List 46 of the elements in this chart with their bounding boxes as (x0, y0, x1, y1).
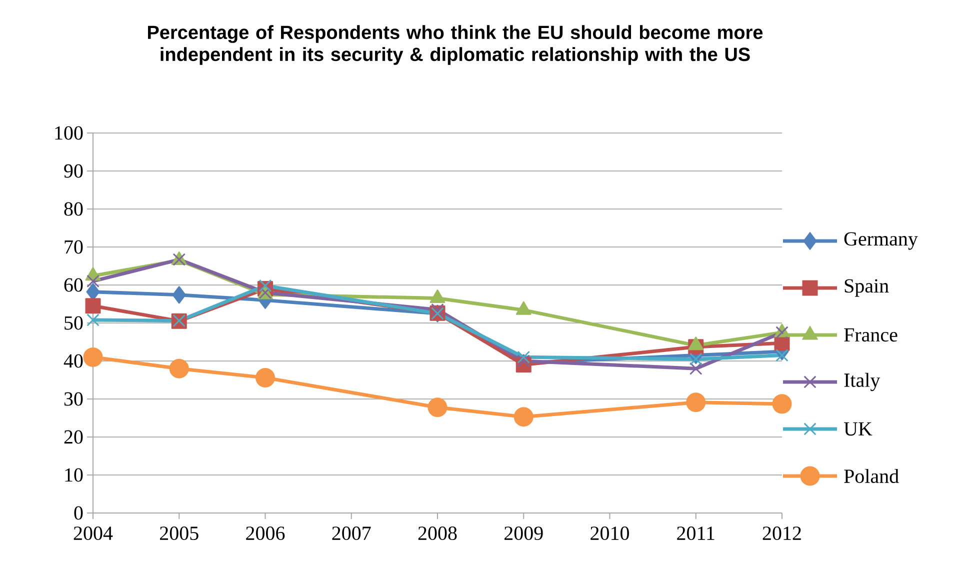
legend-label: France (844, 328, 898, 342)
point (169, 358, 189, 378)
y-tick-label: 40 (64, 354, 83, 368)
y-tick-label: 60 (64, 278, 83, 292)
x-tick-label: 2005 (160, 526, 198, 540)
point (689, 362, 702, 375)
y-tick-label: 90 (64, 164, 83, 178)
x-tick-label: 2010 (590, 526, 629, 540)
point (776, 348, 788, 362)
point (86, 314, 100, 326)
y-tick-label: 100 (55, 126, 83, 140)
point (86, 274, 100, 288)
y-tick-label: 30 (64, 392, 83, 406)
point (776, 326, 788, 339)
point (517, 354, 530, 368)
point (428, 398, 448, 418)
x-tick-label: 2011 (677, 526, 714, 540)
x-tick-label: 2008 (418, 526, 457, 540)
point (689, 352, 702, 366)
y-tick-label: 20 (64, 430, 83, 444)
point (772, 394, 792, 414)
point (83, 347, 103, 367)
legend-label: UK (844, 422, 872, 436)
point (85, 298, 101, 314)
y-tick-label: 10 (65, 468, 83, 482)
x-tick-label: 2009 (504, 526, 543, 540)
legend-label: Germany (844, 232, 918, 250)
legend-label: Italy (844, 372, 880, 392)
point (172, 286, 186, 304)
y-tick-label: 50 (64, 316, 83, 330)
point (514, 407, 534, 427)
y-tick-label: 70 (64, 240, 83, 254)
legend-label: Poland (844, 468, 899, 484)
point (686, 392, 706, 412)
point (431, 303, 444, 316)
legend-label: Spain (844, 279, 889, 297)
x-tick-label: 2007 (332, 526, 371, 540)
point (517, 350, 530, 364)
y-tick-label: 80 (64, 202, 83, 216)
x-tick-label: 2006 (246, 526, 285, 540)
x-tick-label: 2012 (762, 526, 801, 540)
y-tick-label: 0 (74, 506, 83, 520)
x-tick-label: 2004 (74, 526, 113, 540)
point (256, 368, 276, 388)
point (258, 279, 272, 292)
chart-title: Percentage of Respondents who think the EU should become more independent in its security & diplomatic relationship with the US (148, 25, 763, 65)
